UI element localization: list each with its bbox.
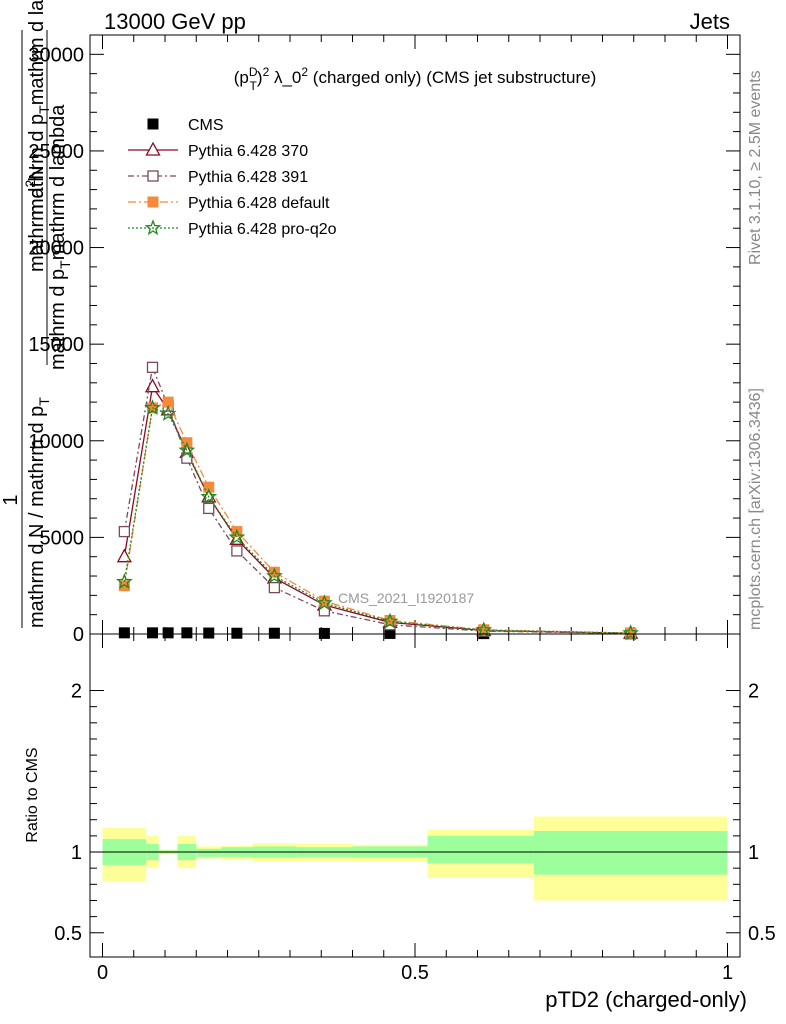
main-ytick-label: 5000 [40, 527, 85, 549]
data-point [200, 488, 218, 504]
main-ytick-label: 30000 [28, 44, 84, 66]
data-point [231, 627, 243, 639]
mcplots-label: mcplots.cern.ch [arXiv:1306.3436] [747, 388, 764, 630]
ylabel-den2: mathrm d pTmathrm d lambda [47, 104, 73, 370]
legend-label: Pythia 6.428 pro-q2o [188, 221, 337, 238]
data-point [381, 612, 399, 629]
legend-entry: Pythia 6.428 default [128, 195, 330, 212]
data-point [159, 404, 177, 421]
ylabel-num2: mathrm d2N [22, 165, 48, 272]
series-4 [115, 399, 640, 641]
data-point [315, 594, 333, 611]
data-point [203, 481, 215, 493]
data-point [265, 567, 283, 584]
data-point [162, 627, 174, 639]
data-point [144, 399, 161, 416]
legend-marker [147, 118, 159, 130]
data-point [116, 548, 132, 563]
legend-label: Pythia 6.428 default [188, 195, 330, 212]
ylabel-num1: 1 [0, 494, 22, 505]
data-point [181, 627, 193, 639]
legend-label: Pythia 6.428 370 [188, 143, 308, 160]
ratio-ytick-label: 2 [71, 681, 82, 703]
xtick-label: 0 [97, 962, 108, 984]
data-point [118, 627, 130, 639]
main-axis-ticks: 0 5000 10000 15000 20000 25000 30000 [28, 35, 740, 646]
legend-label: CMS [188, 117, 224, 134]
legend-marker [147, 196, 159, 208]
ratio-plot-frame [89, 633, 741, 958]
series-0 [118, 627, 637, 640]
ratio-ytick-label-right: 0.5 [748, 923, 776, 945]
legend-marker [147, 170, 159, 182]
ratio-stat-band [533, 831, 728, 875]
legend-marker [145, 141, 161, 156]
data-point [228, 528, 246, 545]
legend-entry: Pythia 6.428 pro-q2o [128, 219, 337, 238]
xtick-label: 1 [722, 962, 733, 984]
ylabel-den1: mathrm d N / mathrm d pT [26, 397, 52, 628]
legend-entry: Pythia 6.428 370 [128, 141, 308, 160]
main-ytick-label: 15000 [28, 334, 84, 356]
data-point [268, 581, 281, 594]
data-point [178, 441, 196, 458]
main-ytick-label: 20000 [28, 238, 84, 260]
ratio-stat-band [196, 848, 222, 857]
data-point [147, 627, 158, 639]
data-point [622, 624, 640, 641]
rivet-label: Rivet 3.1.10, ≥ 2.5M events [747, 70, 764, 265]
ratio-stat-band [427, 835, 534, 864]
data-point [231, 545, 243, 557]
data-point [475, 621, 493, 638]
x-axis-label: pTD2 (charged-only) [545, 987, 747, 1012]
main-ytick-label: 25000 [28, 141, 84, 163]
data-point [268, 566, 280, 578]
main-ytick-label: 10000 [28, 431, 84, 453]
data-point [118, 525, 131, 538]
ratio-ytick-label: 1 [71, 842, 82, 864]
legend-entry: Pythia 6.428 391 [128, 169, 308, 186]
legend-label: Pythia 6.428 391 [188, 169, 308, 186]
legend-marker [144, 219, 162, 236]
ylabel-num-b: mathrm d pTmathrm d lambda [26, 0, 52, 215]
ratio-plot-content [90, 816, 740, 901]
main-ylabel: 1 mathrm d N / mathrm d pT mathrm d2N ma… [0, 0, 73, 628]
data-point [146, 361, 159, 373]
xtick-label: 0.5 [401, 962, 429, 984]
analysis-watermark: CMS_2021_I1920187 [338, 590, 474, 606]
legend-entry: CMS [147, 117, 224, 134]
data-point [115, 573, 133, 589]
series-line [123, 407, 631, 634]
data-point [268, 627, 280, 639]
data-point [318, 627, 330, 639]
data-point [203, 502, 215, 515]
header-left: 13000 GeV pp [104, 9, 246, 34]
data-point [144, 378, 161, 393]
main-ytick-label: 0 [73, 624, 84, 646]
ratio-ytick-label-right: 2 [748, 681, 759, 703]
ratio-ylabel: Ratio to CMS [24, 747, 41, 842]
data-point [203, 627, 215, 639]
header-right: Jets [690, 9, 730, 34]
ratio-ytick-label: 0.5 [54, 923, 82, 945]
ratio-ytick-label-right: 1 [748, 842, 759, 864]
legend: CMS Pythia 6.428 370 Pythia 6.428 391 Pythi… [128, 117, 337, 238]
ratio-axis-ticks: 0.5 0.5 1 1 2 2 0 0.5 1 [54, 634, 776, 984]
plot-title: (pD T)2 λ_02 (charged only) (CMS jet subs… [234, 65, 596, 93]
